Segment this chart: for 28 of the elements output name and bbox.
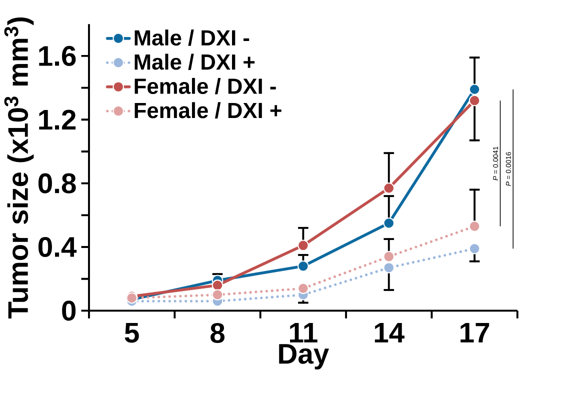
y-tick-label: 1.2 — [39, 110, 76, 130]
point — [298, 240, 309, 252]
point — [383, 262, 395, 274]
x-tick-label: 17 — [460, 323, 490, 343]
y-tick-label: 0.8 — [38, 174, 76, 194]
point — [298, 260, 309, 272]
point — [383, 182, 395, 194]
y-tick-label: 0 — [62, 300, 76, 321]
point — [468, 220, 480, 232]
x-tick-label: 5 — [124, 323, 139, 343]
legend-label: Male / DXI - — [134, 30, 250, 46]
point — [468, 243, 480, 255]
point — [468, 84, 480, 96]
point — [383, 218, 395, 230]
y-tick-label: 0.4 — [38, 237, 77, 258]
x-tick-label: 11 — [290, 323, 318, 343]
x-tick-label: 14 — [374, 323, 404, 343]
y-tick-label: 1.6 — [39, 46, 76, 66]
point — [298, 282, 309, 294]
legend-label: Female / DXI - — [134, 78, 276, 94]
point — [468, 95, 480, 106]
point — [383, 251, 395, 262]
x-tick-label: 8 — [210, 323, 225, 344]
point — [212, 289, 224, 301]
x-axis-title: Day — [279, 344, 329, 370]
legend-label: Female / DXI + — [134, 102, 282, 119]
y-axis-title: Tumor size (x10$^{3}$ mm$^{3}$) — [4, 18, 34, 319]
legend-label: Male / DXI + — [134, 54, 255, 70]
